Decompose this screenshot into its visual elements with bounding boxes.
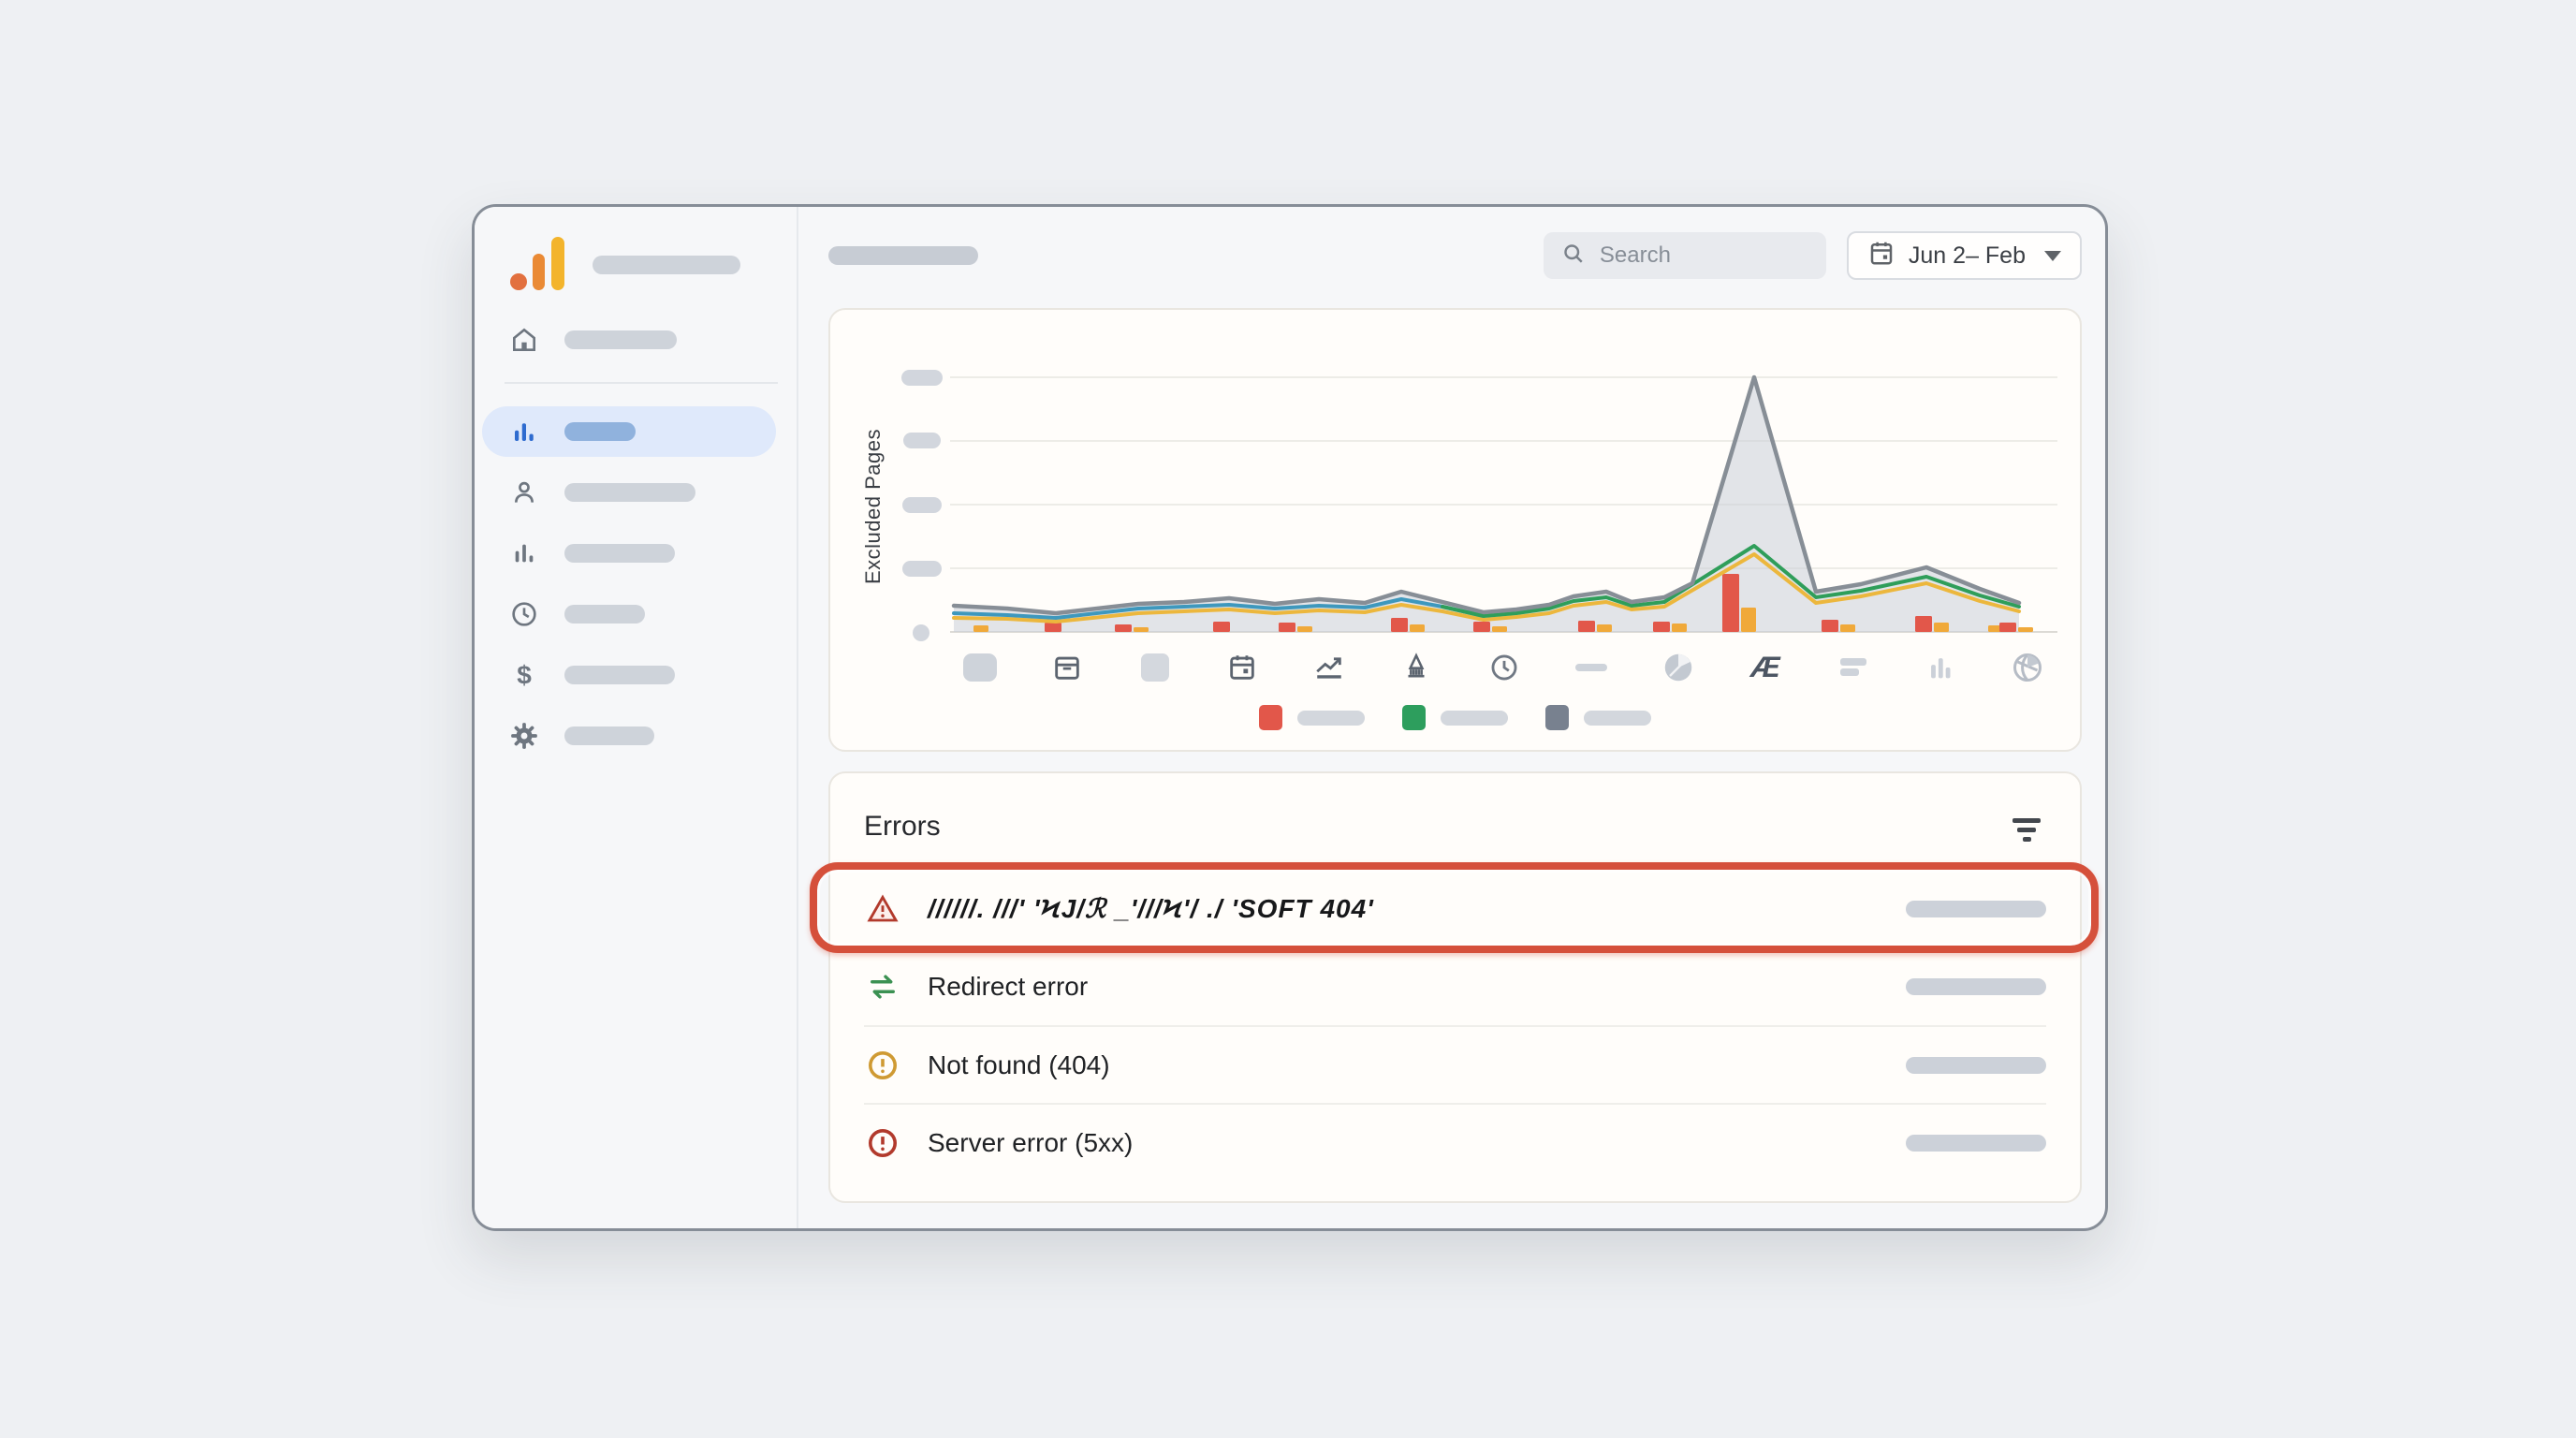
search-placeholder: Search	[1599, 242, 1671, 268]
monument-icon	[1398, 652, 1435, 683]
sidebar-item-settings[interactable]	[508, 717, 797, 755]
error-row-server-error[interactable]: Server error (5xx)	[864, 1103, 2046, 1181]
clock-icon	[1486, 652, 1523, 683]
legend-swatch-red	[1259, 705, 1282, 730]
google-analytics-logo-icon	[508, 235, 568, 296]
redirect-arrows-icon	[864, 970, 901, 1004]
mini-bars-icon	[1922, 652, 1959, 683]
svg-text:$: $	[517, 660, 532, 689]
dash-placeholder-icon	[1573, 662, 1610, 673]
person-icon	[508, 477, 540, 508]
date-range-picker[interactable]: Jun 2– Feb	[1846, 231, 2082, 280]
logo-row	[508, 235, 797, 295]
sidebar-item-home[interactable]	[508, 321, 797, 359]
legend-item	[1259, 705, 1365, 730]
y-tick-zero-placeholder	[913, 624, 929, 641]
main-header: Search Jun 2– Feb	[828, 231, 2082, 280]
logo-title-placeholder	[593, 256, 740, 274]
sidebar-divider	[505, 382, 778, 384]
error-label: Not found (404)	[928, 1049, 1110, 1079]
bar-chart-icon	[508, 416, 540, 448]
error-label: Redirect error	[928, 971, 1089, 1001]
dollar-icon: $	[508, 659, 540, 691]
alert-circle-red-icon	[864, 1126, 901, 1160]
filter-icon[interactable]	[2012, 818, 2041, 842]
y-tick-placeholder	[902, 561, 942, 577]
search-input[interactable]: Search	[1543, 232, 1826, 279]
bar-chart-alt-icon	[508, 537, 540, 569]
sidebar-item-history[interactable]	[508, 595, 797, 633]
legend-label-placeholder	[1297, 710, 1365, 726]
page-title-placeholder	[828, 246, 978, 265]
error-row-not-found[interactable]: Not found (404)	[864, 1025, 2046, 1103]
sidebar-item-users[interactable]	[508, 474, 797, 511]
error-label: //////. ///' 'ϞJ/ℛ _'///Ϟ'/ ./ 'SOFT 404…	[928, 894, 1374, 923]
chevron-down-icon	[2044, 250, 2061, 261]
rows-placeholder-icon	[1835, 656, 1872, 679]
sidebar: $	[475, 207, 798, 1228]
error-count-placeholder	[1906, 900, 2046, 917]
chart-legend	[830, 705, 2080, 730]
clock-icon	[508, 598, 540, 630]
y-tick-placeholder	[903, 433, 941, 448]
nav-label-placeholder	[564, 422, 636, 441]
svg-text:Æ: Æ	[1749, 650, 1781, 683]
alert-circle-amber-icon	[864, 1049, 901, 1082]
error-rows: //////. ///' 'ϞJ/ℛ _'///Ϟ'/ ./ 'SOFT 404…	[864, 870, 2046, 1181]
app-window: $	[472, 204, 2108, 1231]
legend-swatch-green	[1402, 705, 1426, 730]
blob-square-placeholder-icon	[1136, 652, 1174, 683]
search-icon	[1560, 241, 1587, 271]
calendar-icon	[1867, 239, 1895, 273]
pie-chart-icon	[1660, 651, 1697, 684]
error-row-redirect[interactable]: Redirect error	[864, 947, 2046, 1025]
errors-card: Errors //////. ///' 'ϞJ/ℛ _'///Ϟ'/ ./ 'S…	[810, 771, 2099, 1203]
globe-icon	[2009, 651, 2046, 684]
ae-glyph-icon: Æ	[1747, 649, 1784, 686]
nav-label-placeholder	[564, 544, 675, 563]
y-axis-label: Excluded Pages	[861, 429, 885, 584]
error-count-placeholder	[1906, 977, 2046, 995]
sidebar-item-monetization[interactable]: $	[508, 656, 797, 694]
nav-label-placeholder	[564, 605, 645, 624]
nav-label-placeholder	[564, 483, 695, 502]
legend-swatch-slate	[1545, 705, 1569, 730]
blob-placeholder-icon	[961, 652, 999, 683]
sidebar-item-reports-active[interactable]	[482, 406, 776, 457]
errors-title: Errors	[864, 811, 941, 842]
sidebar-item-analytics[interactable]	[508, 535, 797, 572]
legend-label-placeholder	[1441, 710, 1508, 726]
nav-label-placeholder	[564, 666, 675, 684]
error-row-soft-404[interactable]: //////. ///' 'ϞJ/ℛ _'///Ϟ'/ ./ 'SOFT 404…	[864, 870, 2046, 947]
gear-icon	[508, 720, 540, 752]
nav-label-placeholder	[564, 330, 677, 349]
calendar-event-icon	[1223, 652, 1261, 683]
calendar-icon	[1048, 652, 1086, 683]
y-tick-placeholder	[901, 370, 943, 386]
date-range-label: Jun 2– Feb	[1908, 242, 2026, 269]
trending-up-icon	[1310, 652, 1348, 683]
nav-label-placeholder	[564, 726, 654, 745]
excluded-pages-plot	[950, 374, 2057, 633]
warning-triangle-icon	[864, 892, 901, 926]
main-content: Search Jun 2– Feb Excluded Pag	[798, 207, 2105, 1228]
excluded-pages-chart-card: Excluded Pages	[828, 308, 2082, 752]
home-icon	[508, 324, 540, 356]
legend-item	[1402, 705, 1508, 730]
legend-item	[1545, 705, 1651, 730]
error-count-placeholder	[1906, 1134, 2046, 1152]
x-axis-icon-row: Æ	[950, 647, 2057, 688]
error-label: Server error (5xx)	[928, 1127, 1134, 1157]
error-count-placeholder	[1906, 1056, 2046, 1074]
y-tick-placeholder	[902, 497, 942, 513]
legend-label-placeholder	[1584, 710, 1651, 726]
